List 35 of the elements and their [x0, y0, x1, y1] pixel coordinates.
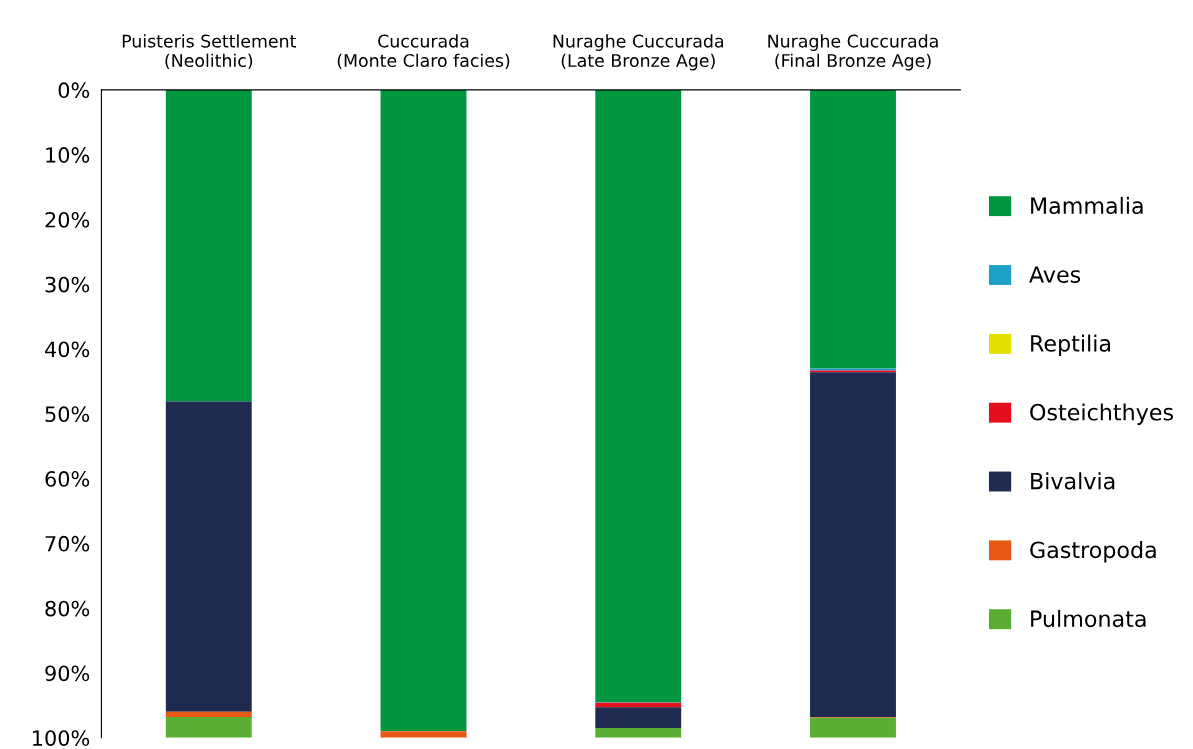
bar — [380, 731, 467, 738]
bar — [165, 401, 252, 712]
y-tick-label: 20% — [45, 211, 90, 228]
legend-label: Pulmonata — [1031, 609, 1146, 628]
x-tick-label: Nuraghe Cuccurada (Late Bronze Age) — [553, 34, 723, 71]
bar — [810, 717, 896, 738]
bar — [165, 89, 252, 402]
y-tick-label: 90% — [45, 665, 90, 682]
y-tick-label: 10% — [46, 147, 90, 163]
bar — [595, 702, 682, 708]
legend-label: Mammalia — [1031, 196, 1143, 215]
x-tick-label: Nuraghe Cuccurada (Final Bronze Age) — [768, 34, 938, 71]
y-tick-label: 80% — [45, 600, 90, 617]
bar — [595, 89, 682, 703]
y-tick-label: 50% — [45, 406, 90, 423]
legend-label: Reptilia — [1031, 334, 1111, 357]
bar — [595, 728, 682, 738]
bar — [380, 89, 467, 732]
bar — [165, 711, 252, 718]
y-tick-label: 40% — [45, 341, 90, 358]
bar — [595, 707, 682, 729]
x-tick-label: Puisteris Settlement (Neolithic) — [122, 34, 296, 70]
y-tick-label: 30% — [45, 276, 90, 293]
bar — [810, 372, 896, 718]
y-tick-label: 70% — [45, 535, 90, 552]
y-tick-label: 100% — [33, 730, 90, 746]
bar — [165, 717, 252, 738]
legend-label: Gastropoda — [1030, 541, 1156, 563]
bar — [810, 89, 896, 369]
y-tick-label: 0% — [58, 82, 90, 99]
legend-label: Bivalvia — [1031, 472, 1115, 490]
y-tick-label: 60% — [45, 471, 90, 487]
legend-label: Osteichthyes — [1030, 403, 1173, 425]
legend-label: Aves — [1029, 266, 1081, 283]
x-tick-label: Cuccurada (Monte Claro facies) — [337, 34, 510, 70]
